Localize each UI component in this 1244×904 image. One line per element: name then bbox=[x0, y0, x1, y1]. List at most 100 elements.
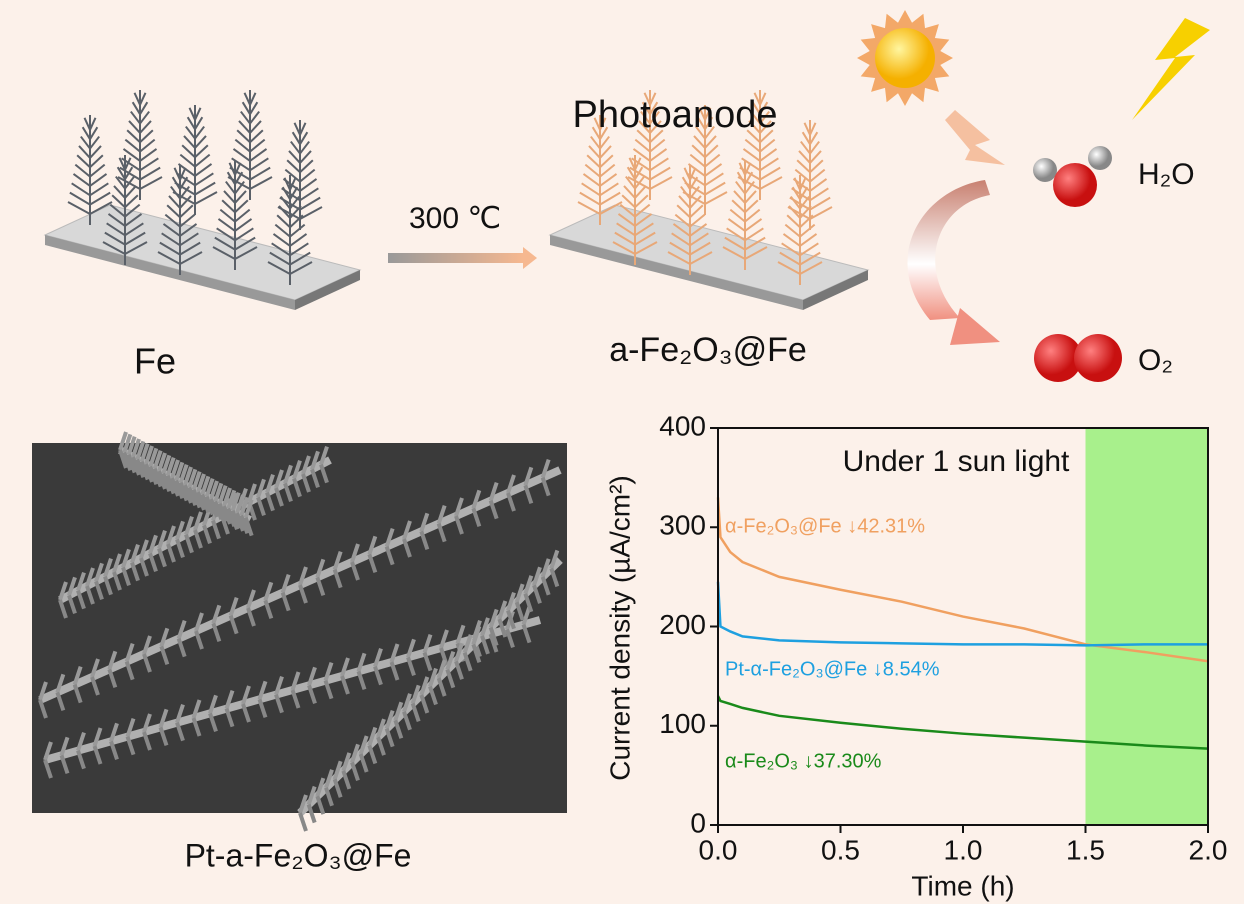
sem-leaf bbox=[112, 571, 122, 591]
sem-leaf bbox=[121, 548, 131, 568]
sem-leaf bbox=[239, 514, 250, 534]
sem-leaf bbox=[445, 651, 456, 671]
fern-leaf bbox=[617, 213, 636, 227]
fern-leaf bbox=[634, 175, 645, 190]
series-label: Pt-α-Fe₂O₃@Fe ↓8.54% bbox=[725, 658, 940, 680]
fern-leaf bbox=[744, 171, 754, 185]
fern-leaf bbox=[299, 168, 316, 183]
sem-leaf bbox=[55, 691, 66, 711]
sem-leaf bbox=[241, 703, 251, 723]
sem-leaf bbox=[94, 562, 104, 582]
fern-leaf bbox=[649, 129, 664, 143]
fern-leaf bbox=[809, 140, 820, 155]
fern-leaf bbox=[669, 241, 691, 256]
sem-leaf bbox=[174, 461, 185, 481]
sem-leaf bbox=[148, 534, 158, 554]
fern-leaf bbox=[753, 92, 761, 106]
fern-leaf bbox=[649, 157, 669, 172]
fern-leaf bbox=[649, 138, 666, 153]
fern-leaf bbox=[809, 178, 828, 192]
fern-leaf bbox=[115, 175, 126, 190]
fern-leaf bbox=[799, 242, 819, 257]
sem-leaf bbox=[38, 681, 48, 701]
sem-leaf bbox=[235, 494, 245, 514]
fern-leaf bbox=[599, 145, 612, 159]
sem-leaf bbox=[419, 694, 430, 714]
sem-leaf bbox=[455, 624, 466, 644]
sem-leaf bbox=[373, 666, 383, 686]
sem-leaf bbox=[506, 609, 516, 630]
sem-leaf bbox=[144, 445, 154, 465]
fern-leaf bbox=[236, 129, 251, 143]
fern-leaf bbox=[249, 166, 271, 181]
fern-leaf bbox=[291, 131, 301, 145]
fern-leaf bbox=[289, 223, 306, 238]
fern-leaf bbox=[289, 205, 302, 219]
sem-leaf bbox=[340, 675, 350, 695]
fern-leaf bbox=[759, 120, 772, 134]
fern-leaf bbox=[581, 182, 601, 197]
fern-leaf bbox=[159, 241, 181, 256]
sem-leaf bbox=[340, 657, 350, 677]
fern-leaf bbox=[286, 159, 301, 173]
sem-leaf bbox=[131, 438, 141, 458]
fern-leaf bbox=[636, 129, 651, 143]
fern-leaf bbox=[124, 157, 132, 171]
sem-leaf bbox=[350, 743, 360, 764]
fern-leaf bbox=[591, 126, 601, 140]
fern-leaf bbox=[194, 181, 216, 196]
fern-leaf bbox=[781, 242, 801, 257]
fern-leaf bbox=[214, 236, 236, 251]
sem-leaf bbox=[43, 741, 53, 761]
fern-leaf bbox=[284, 168, 301, 183]
fern-leaf bbox=[139, 166, 161, 181]
sem-leaf bbox=[462, 652, 473, 672]
sem-leaf bbox=[224, 708, 235, 728]
fern-leaf bbox=[626, 166, 636, 180]
fern-leaf bbox=[76, 154, 91, 168]
sem-leaf bbox=[175, 538, 185, 558]
fern-leaf bbox=[689, 176, 699, 190]
fern-leaf bbox=[724, 236, 746, 251]
fern-leaf bbox=[194, 144, 209, 158]
fern-leaf bbox=[288, 150, 301, 164]
sem-leaf bbox=[148, 552, 158, 572]
sem-leaf bbox=[213, 500, 224, 520]
sem-leaf bbox=[124, 643, 135, 663]
fern-leaf bbox=[704, 144, 719, 158]
fern-leaf bbox=[599, 154, 614, 168]
fern-leaf bbox=[249, 138, 266, 153]
sem-leaf bbox=[471, 489, 482, 509]
fern-leaf bbox=[799, 223, 816, 238]
sem-leaf bbox=[135, 440, 146, 460]
sem-leaf bbox=[532, 584, 542, 604]
fern-leaf bbox=[212, 246, 236, 260]
fern-leaf bbox=[689, 223, 708, 237]
fern-leaf bbox=[599, 126, 609, 140]
fern-leaf bbox=[628, 157, 636, 171]
sem-leaf bbox=[454, 497, 464, 517]
fern-leaf bbox=[170, 185, 181, 200]
sem-leaf bbox=[109, 722, 119, 742]
sem-leaf bbox=[191, 717, 202, 737]
sem-leaf bbox=[306, 803, 317, 824]
sem-leaf bbox=[157, 452, 167, 472]
fern-leaf bbox=[809, 150, 822, 164]
fern-leaf bbox=[678, 195, 691, 209]
fern-leaf bbox=[179, 223, 198, 237]
fern-leaf bbox=[89, 182, 109, 197]
sem-leaf bbox=[243, 499, 254, 519]
fern-leaf bbox=[225, 180, 236, 195]
fern-leaf bbox=[623, 185, 636, 199]
sem-leaf bbox=[211, 622, 222, 642]
fern-leaf bbox=[744, 199, 759, 213]
fern-leaf bbox=[276, 214, 291, 228]
sem-leaf bbox=[323, 662, 334, 682]
fern-leaf bbox=[299, 122, 307, 136]
fern-leaf bbox=[234, 199, 249, 213]
fern-leaf bbox=[161, 232, 181, 247]
sem-leaf bbox=[246, 589, 256, 609]
sem-leaf bbox=[176, 638, 187, 658]
sem-leaf bbox=[428, 667, 438, 688]
fern-leaf bbox=[164, 213, 181, 228]
